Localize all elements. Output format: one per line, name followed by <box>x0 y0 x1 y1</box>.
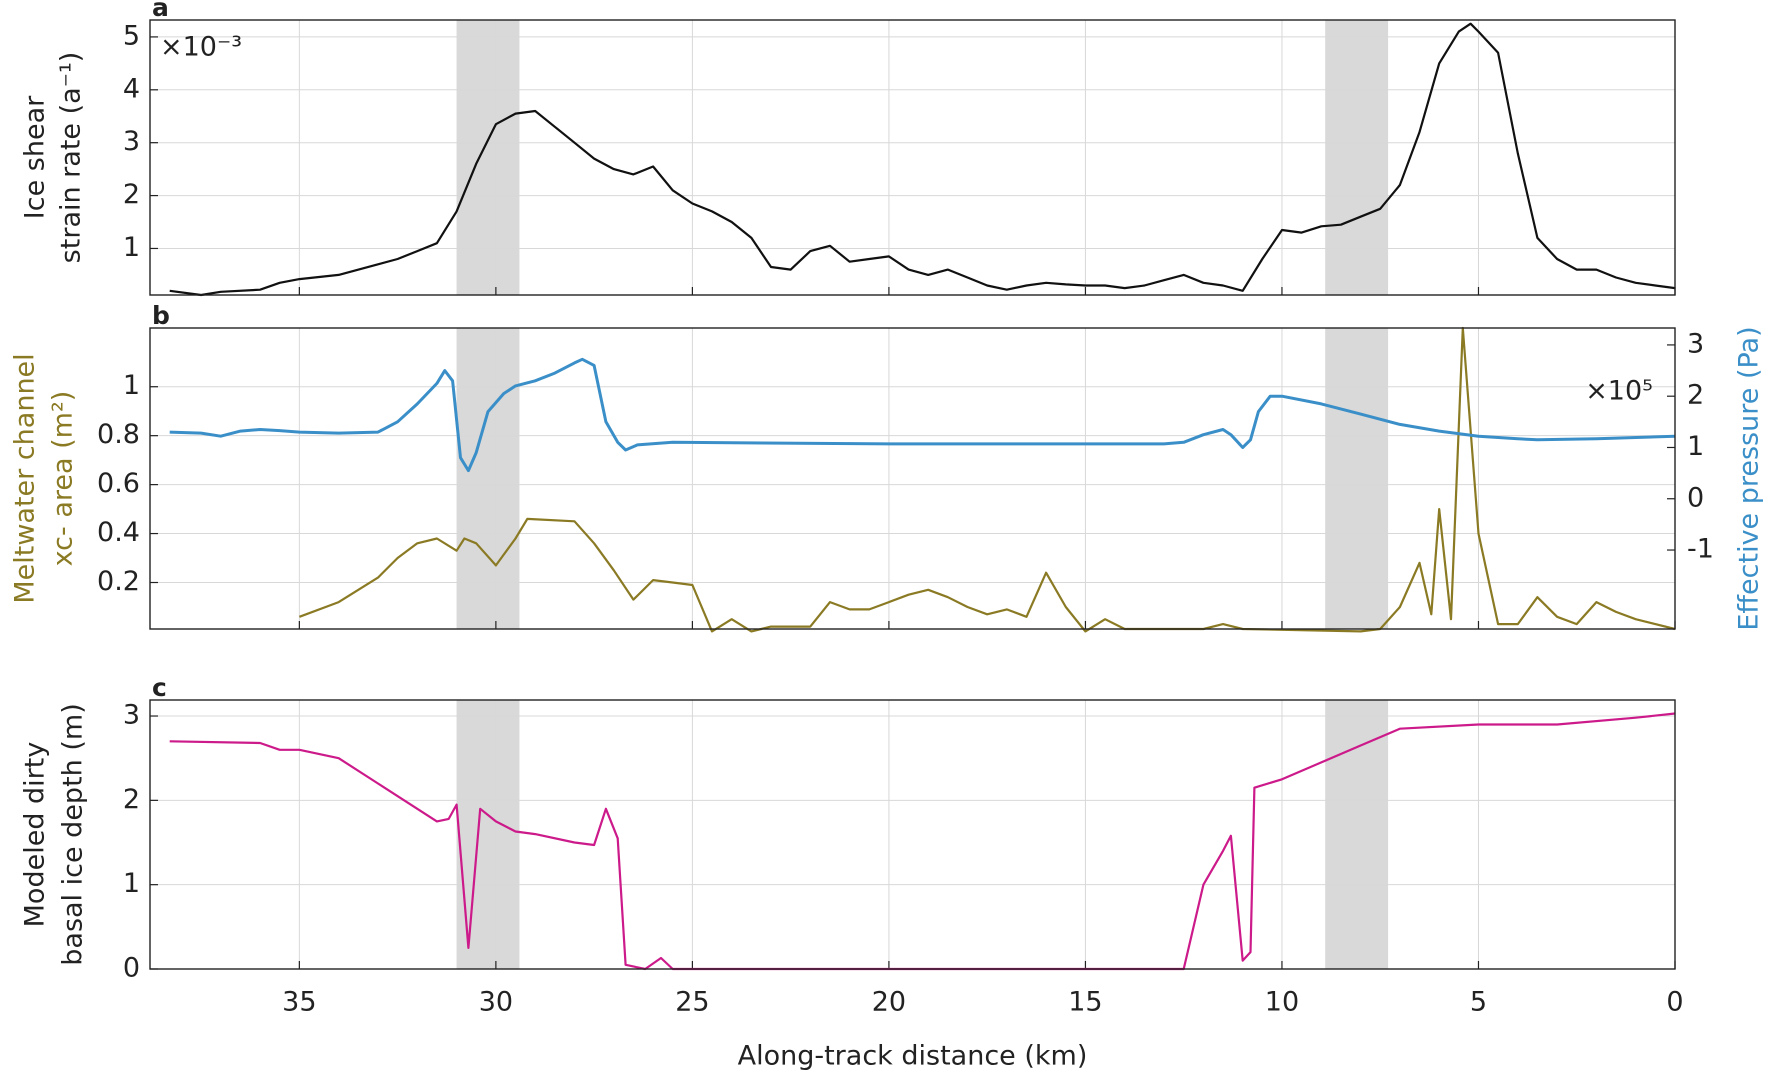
panel-letter: b <box>152 301 170 330</box>
y-axis-label: basal ice depth (m) <box>58 703 89 965</box>
y-tick-label: 0.2 <box>97 566 140 597</box>
y2-tick-label: 0 <box>1687 482 1704 513</box>
y2-tick-label: 3 <box>1687 328 1704 359</box>
x-tick-label: 20 <box>872 987 906 1018</box>
x-axis-label: Along-track distance (km) <box>738 1041 1088 1072</box>
x-tick-label: 0 <box>1666 987 1683 1018</box>
scale-annotation: ×10⁻³ <box>160 32 242 63</box>
y-tick-label: 1 <box>123 868 140 899</box>
y-axis-label: Modeled dirty <box>20 742 51 928</box>
y-tick-label: 0.6 <box>97 468 140 499</box>
y-tick-label: 4 <box>123 73 140 104</box>
y-tick-label: 1 <box>123 232 140 263</box>
y2-tick-label: 1 <box>1687 431 1704 462</box>
y-axis-label: Meltwater channel <box>10 353 41 603</box>
y-tick-label: 0.4 <box>97 517 140 548</box>
x-tick-label: 25 <box>675 987 709 1018</box>
panel-letter: c <box>152 673 167 702</box>
data-line <box>169 22 1676 297</box>
y-tick-label: 0.8 <box>97 419 140 450</box>
x-tick-label: 30 <box>479 987 513 1018</box>
y-tick-label: 2 <box>123 179 140 210</box>
y-tick-label: 3 <box>123 700 140 731</box>
y-axis-label: Ice shear <box>20 95 51 219</box>
shaded-band <box>456 20 520 295</box>
data-line <box>169 357 1676 473</box>
y-axis-label: xc- area (m²) <box>48 391 79 567</box>
shaded-band <box>1325 328 1389 629</box>
shaded-band <box>1325 700 1389 969</box>
x-tick-label: 5 <box>1470 987 1487 1018</box>
y-tick-label: 5 <box>123 20 140 51</box>
y-tick-label: 3 <box>123 126 140 157</box>
axes-frame <box>149 19 1676 296</box>
y-axis-label: strain rate (a⁻¹) <box>56 52 87 264</box>
scale-annotation: ×10⁵ <box>1585 376 1653 407</box>
axes-frame <box>149 699 1676 970</box>
y2-tick-label: 2 <box>1687 380 1704 411</box>
shaded-band <box>1325 20 1389 295</box>
axes-frame <box>149 327 1676 630</box>
x-tick-label: 15 <box>1068 987 1102 1018</box>
shaded-band <box>456 328 520 629</box>
y-tick-label: 1 <box>123 370 140 401</box>
x-tick-label: 35 <box>282 987 316 1018</box>
y2-tick-label: -1 <box>1687 534 1714 565</box>
x-tick-label: 10 <box>1265 987 1299 1018</box>
y-tick-label: 0 <box>123 953 140 984</box>
y2-axis-label: Effective pressure (Pa) <box>1734 326 1765 630</box>
panel-letter: a <box>152 0 169 22</box>
data-line <box>169 712 1676 971</box>
y-tick-label: 2 <box>123 784 140 815</box>
